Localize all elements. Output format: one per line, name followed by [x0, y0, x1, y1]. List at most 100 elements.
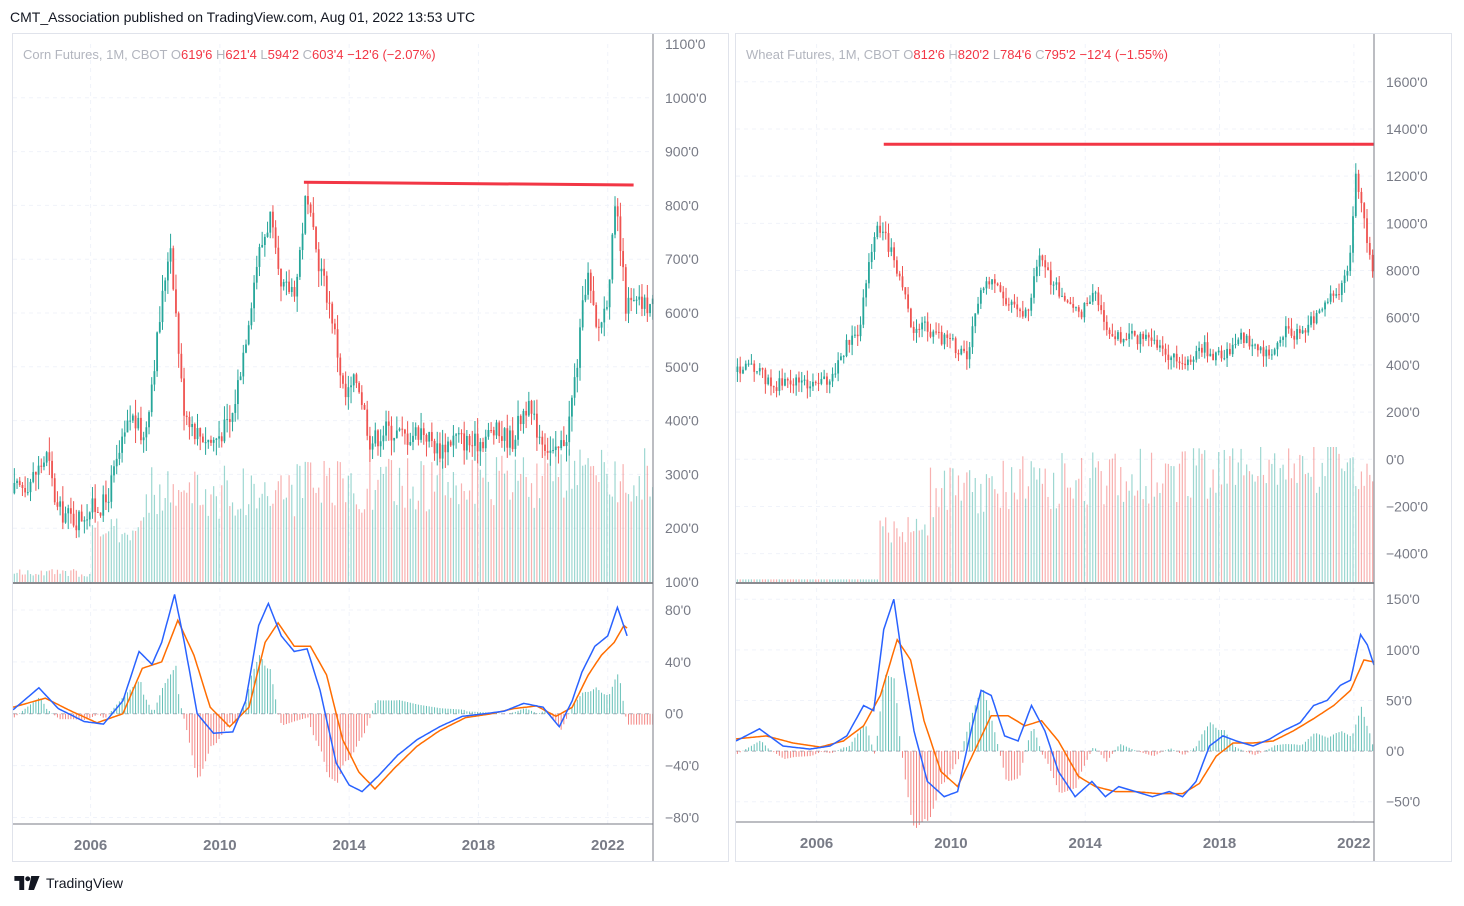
volume-bar — [590, 466, 592, 582]
candle-body — [1063, 295, 1066, 301]
candle-body — [630, 297, 633, 301]
candle-body — [420, 428, 422, 440]
candle-body — [1360, 191, 1363, 204]
candle-body — [193, 424, 196, 440]
price-tick-label: −400'0 — [1386, 546, 1428, 562]
volume-bar — [291, 484, 293, 582]
candle-body — [565, 442, 568, 446]
price-tick-label: 400'0 — [1386, 357, 1420, 373]
volume-bar — [571, 488, 573, 582]
candle-body — [48, 452, 51, 461]
candle-body — [253, 282, 255, 309]
oscillator-tick-label: 0'0 — [1386, 743, 1404, 759]
volume-bar — [595, 475, 597, 582]
volume-bar — [1358, 489, 1360, 582]
volume-bar — [764, 579, 766, 582]
legend-part: Wheat Futures, 1M, CBOT — [746, 47, 903, 62]
candle-body — [781, 378, 784, 386]
candle-body — [26, 492, 29, 494]
time-tick-label: 2022 — [591, 837, 624, 854]
candle-body — [220, 436, 223, 442]
price-tick-label: 1200'0 — [1386, 168, 1428, 184]
volume-bar — [1190, 497, 1192, 582]
candle-body — [234, 404, 237, 413]
volume-bar — [487, 481, 490, 582]
volume-bar — [1285, 479, 1287, 582]
candle-body — [280, 268, 282, 287]
candle-body — [105, 494, 107, 503]
candle-body — [1231, 344, 1234, 355]
volume-bar — [159, 484, 161, 582]
candle-body — [487, 430, 490, 437]
volume-bar — [493, 505, 495, 582]
candle-body — [904, 287, 907, 295]
volume-bar — [988, 477, 990, 582]
wheat-chart-svg[interactable]: 1600'0 1400'0 1200'0 1000'0 800'0 600'0 400'0 2… — [735, 34, 1451, 861]
volume-bar — [1204, 450, 1206, 582]
candle-body — [344, 383, 347, 398]
candle-body — [1024, 309, 1027, 317]
candle-body — [873, 237, 876, 252]
candle-body — [91, 498, 94, 513]
volume-bar — [834, 579, 836, 582]
candle-body — [336, 329, 339, 358]
volume-bar — [310, 462, 312, 582]
candle-body — [239, 376, 242, 381]
candle-body — [172, 248, 175, 290]
volume-bar — [862, 579, 864, 582]
candle-body — [1027, 309, 1030, 311]
candle-body — [912, 326, 915, 333]
volume-bar — [619, 481, 622, 582]
candle-body — [614, 206, 616, 235]
volume-bar — [124, 532, 126, 582]
volume-bar — [789, 579, 792, 582]
candle-body — [1058, 282, 1061, 297]
wheat-futures-chart[interactable]: 1600'0 1400'0 1200'0 1000'0 800'0 600'0 400'0 2… — [735, 33, 1452, 862]
volume-bar — [1027, 486, 1030, 582]
volume-bar — [89, 573, 91, 582]
volume-bar — [169, 502, 172, 582]
legend-part: −12'4 (−1.55%) — [1079, 47, 1168, 62]
candle-body — [756, 371, 758, 373]
candle-body — [1226, 348, 1228, 359]
volume-bar — [574, 460, 576, 582]
candle-body — [982, 288, 985, 291]
time-tick-label: 2018 — [462, 837, 495, 854]
candle-body — [140, 417, 142, 441]
candle-body — [646, 297, 649, 314]
candle-body — [862, 297, 865, 325]
volume-bar — [949, 467, 951, 582]
candle-body — [949, 337, 951, 339]
candle-body — [177, 313, 180, 354]
candle-body — [148, 412, 150, 428]
candle-body — [479, 442, 482, 452]
corn-futures-chart[interactable]: 1100'0 1000'0 900'0 800'0 700'0 600'0 500'0 400… — [12, 33, 729, 862]
candle-body — [377, 430, 379, 447]
volume-bar — [514, 459, 516, 582]
volume-bar — [78, 576, 80, 582]
volume-bar — [398, 467, 401, 582]
volume-bar — [110, 519, 112, 582]
candle-body — [1142, 333, 1145, 340]
volume-bar — [904, 542, 906, 582]
candle-body — [1094, 292, 1097, 294]
volume-bar — [304, 461, 306, 582]
candle-body — [447, 441, 449, 453]
volume-bar — [415, 509, 417, 582]
tradingview-footer[interactable]: TradingView — [14, 875, 123, 891]
volume-bar — [1206, 498, 1209, 582]
volume-bar — [450, 497, 452, 582]
volume-bar — [1324, 476, 1326, 582]
candle-body — [1326, 301, 1329, 303]
volume-bar — [1162, 483, 1164, 582]
candle-body — [1103, 310, 1105, 322]
candle-body — [775, 387, 778, 391]
volume-bar — [468, 490, 471, 582]
volume-bar — [812, 579, 814, 582]
candle-body — [201, 436, 204, 443]
candle-body — [266, 232, 269, 237]
corn-chart-svg[interactable]: 1100'0 1000'0 900'0 800'0 700'0 600'0 500'0 400… — [12, 34, 728, 861]
candle-body — [61, 501, 64, 523]
candle-body — [546, 450, 549, 453]
volume-bar — [983, 511, 985, 582]
